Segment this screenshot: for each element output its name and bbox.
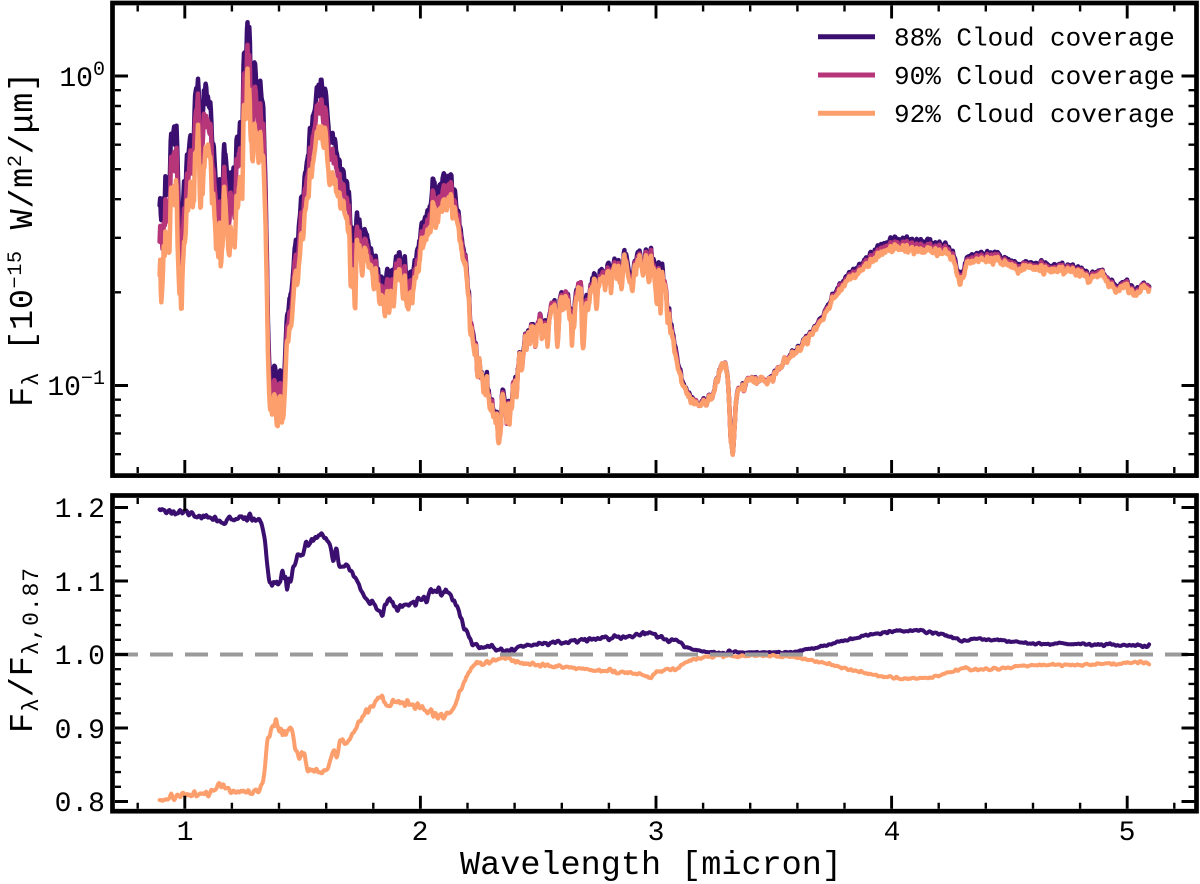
svg-text:0.8: 0.8 (55, 789, 105, 820)
svg-text:2: 2 (412, 818, 429, 849)
svg-text:4: 4 (884, 818, 901, 849)
svg-text:10−1: 10−1 (47, 368, 105, 404)
svg-text:5: 5 (1119, 818, 1136, 849)
svg-text:0.9: 0.9 (55, 716, 105, 747)
svg-text:1.1: 1.1 (55, 569, 105, 600)
svg-text:3: 3 (648, 818, 665, 849)
svg-text:1.2: 1.2 (55, 495, 105, 526)
svg-text:92% Cloud coverage: 92% Cloud coverage (894, 100, 1175, 130)
svg-text:Fλ/Fλ,0.87: Fλ/Fλ,0.87 (5, 567, 45, 733)
svg-text:100: 100 (59, 59, 105, 95)
svg-text:Wavelength [micron]: Wavelength [micron] (460, 847, 842, 884)
svg-text:1.0: 1.0 (55, 642, 105, 673)
svg-text:1: 1 (177, 818, 194, 849)
svg-text:88% Cloud coverage: 88% Cloud coverage (894, 24, 1175, 54)
svg-text:90% Cloud coverage: 90% Cloud coverage (894, 62, 1175, 92)
svg-text:Fλ [10−15 W/m2/μm]: Fλ [10−15 W/m2/μm] (5, 71, 45, 407)
